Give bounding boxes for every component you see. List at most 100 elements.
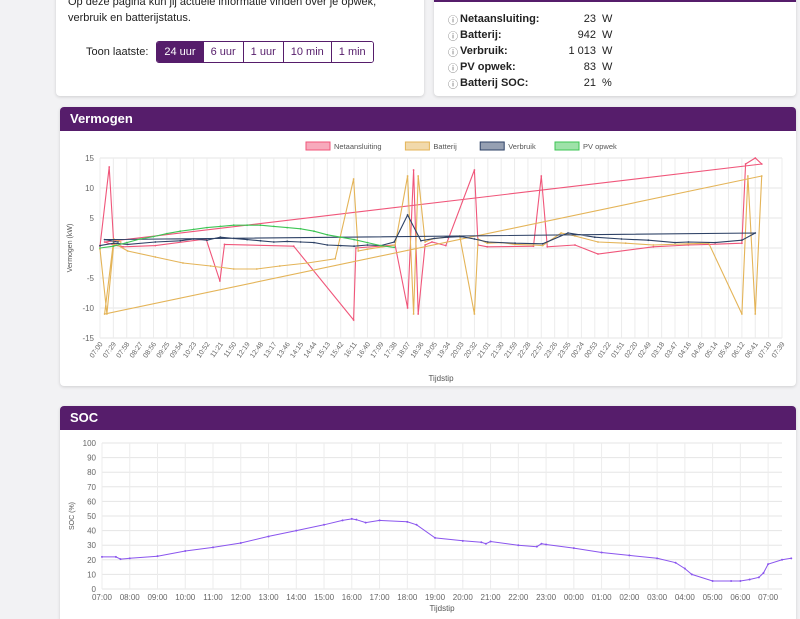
data-point: [119, 558, 122, 561]
data-point: [192, 228, 195, 231]
data-point: [572, 547, 575, 550]
data-point: [379, 244, 382, 247]
data-point: [154, 241, 157, 243]
data-point: [259, 239, 262, 242]
status-value: 21: [583, 77, 596, 89]
series-line-netaansluiting: [99, 157, 763, 322]
x-tick-label: 14:00: [286, 593, 307, 602]
range-button-10min[interactable]: 10 min: [283, 42, 332, 62]
data-point: [683, 567, 686, 570]
data-point: [760, 163, 763, 165]
status-unit: W: [602, 29, 613, 41]
legend-swatch: [554, 141, 580, 151]
data-point: [473, 238, 476, 240]
data-point: [517, 544, 520, 547]
data-point: [574, 244, 576, 246]
status-label: PV opwek:: [460, 61, 516, 73]
data-point: [444, 244, 447, 247]
x-tick-label: 00:00: [564, 593, 585, 602]
data-point: [306, 262, 309, 264]
y-tick-label: -10: [82, 304, 94, 313]
x-tick-label: 09:00: [147, 593, 168, 602]
x-tick-label: 19:00: [425, 593, 446, 602]
data-point: [535, 545, 538, 548]
data-point: [154, 256, 157, 258]
data-point: [560, 232, 563, 234]
series-line-soc: [102, 518, 792, 582]
data-point: [232, 237, 235, 240]
legend-item[interactable]: Verbruik: [479, 141, 536, 151]
data-point: [417, 313, 420, 315]
info-icon[interactable]: ⓘ: [448, 47, 458, 59]
data-point: [267, 535, 270, 538]
x-tick-label: 11:00: [203, 593, 223, 602]
status-unit: W: [602, 13, 613, 25]
data-point: [620, 238, 623, 240]
x-tick-label: 11:21: [210, 341, 226, 359]
data-point: [656, 557, 659, 560]
data-point: [209, 265, 212, 267]
data-point: [687, 242, 690, 245]
data-point: [255, 268, 258, 270]
y-tick-label: 80: [87, 468, 96, 477]
data-point: [690, 573, 693, 576]
x-tick-label: 13:00: [259, 593, 280, 602]
x-tick-label: 18:00: [397, 593, 418, 602]
info-icon[interactable]: ⓘ: [448, 31, 458, 43]
y-tick-label: 10: [87, 570, 96, 579]
data-point: [760, 175, 763, 177]
legend-item[interactable]: Batterij: [404, 141, 457, 151]
status-unit: W: [602, 45, 613, 57]
data-point: [406, 214, 409, 216]
intro-card: Op deze pagina kun jij actuele informati…: [56, 0, 424, 96]
data-point: [334, 257, 337, 260]
legend-item[interactable]: Netaansluiting: [305, 141, 382, 151]
data-point: [122, 245, 124, 248]
data-point: [125, 241, 128, 244]
range-button-1h[interactable]: 1 uur: [243, 42, 284, 62]
y-axis-label: SOC (%): [69, 502, 76, 530]
data-point: [101, 555, 103, 558]
data-point: [757, 576, 760, 579]
data-point: [424, 241, 426, 243]
x-tick-label: 16:00: [342, 593, 363, 602]
data-point: [434, 536, 437, 539]
soc-card: SOC 100 90 80 70 60 50 40 30 20 10 0 07:00 08:00 09:0…: [60, 406, 796, 619]
legend-swatch: [305, 141, 331, 151]
data-point: [393, 246, 396, 249]
data-point: [739, 579, 742, 582]
x-tick-label: 20:00: [453, 593, 474, 602]
data-point: [486, 245, 489, 248]
status-row-soc: ⓘ Batterij SOC: 21 %: [448, 75, 612, 91]
data-point: [179, 230, 182, 233]
status-value: 23: [583, 13, 596, 25]
y-tick-label: 15: [85, 154, 94, 163]
info-icon[interactable]: ⓘ: [448, 15, 458, 27]
data-point: [652, 245, 655, 248]
power-chart[interactable]: Netaansluiting Batterij Verbruik PV opwek 15…: [60, 131, 796, 386]
legend-item[interactable]: PV opwek: [554, 141, 617, 151]
range-button-24h[interactable]: 24 uur: [157, 42, 204, 62]
x-axis-label: Tijdstip: [428, 374, 454, 383]
data-point: [744, 163, 747, 165]
y-tick-label: 20: [87, 556, 96, 565]
data-point: [748, 578, 751, 581]
data-point: [352, 319, 355, 321]
x-tick-label: 08:00: [120, 593, 141, 602]
data-point: [366, 248, 369, 251]
info-icon[interactable]: ⓘ: [448, 79, 458, 91]
data-point: [239, 542, 242, 545]
data-point: [246, 224, 248, 227]
data-point: [393, 241, 396, 243]
power-card-title: Vermogen: [60, 107, 796, 131]
data-point: [424, 244, 426, 246]
range-button-6h[interactable]: 6 uur: [203, 42, 244, 62]
data-point: [219, 236, 222, 239]
data-point: [600, 551, 603, 554]
data-point: [366, 241, 369, 244]
data-point: [218, 280, 221, 282]
info-icon[interactable]: ⓘ: [448, 63, 458, 75]
range-button-1min[interactable]: 1 min: [331, 42, 373, 62]
data-point: [574, 235, 576, 237]
